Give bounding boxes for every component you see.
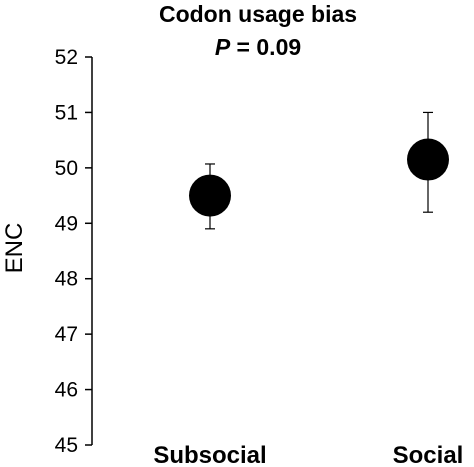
y-tick-label: 48 — [55, 268, 78, 291]
data-points — [189, 138, 449, 217]
y-axis-label: ENC — [1, 223, 28, 274]
y-tick-label: 49 — [55, 212, 78, 235]
error-bars — [205, 111, 433, 230]
chart-title: Codon usage bias — [159, 1, 357, 27]
point-social — [407, 138, 449, 181]
y-tick-label: 46 — [55, 379, 78, 402]
category-labels: Subsocial Social — [153, 442, 463, 467]
y-tick-label: 45 — [55, 434, 78, 457]
y-tick-label: 52 — [55, 46, 78, 69]
category-label-subsocial: Subsocial — [153, 442, 266, 467]
chart-subtitle: P = 0.09 — [215, 34, 301, 60]
point-subsocial — [189, 174, 231, 217]
y-tick-label: 51 — [55, 101, 78, 124]
y-tick-label: 47 — [55, 323, 78, 346]
category-label-social: Social — [393, 442, 464, 467]
y-ticks: 45 46 47 48 49 50 51 52 — [55, 46, 92, 457]
y-tick-label: 50 — [55, 157, 78, 180]
